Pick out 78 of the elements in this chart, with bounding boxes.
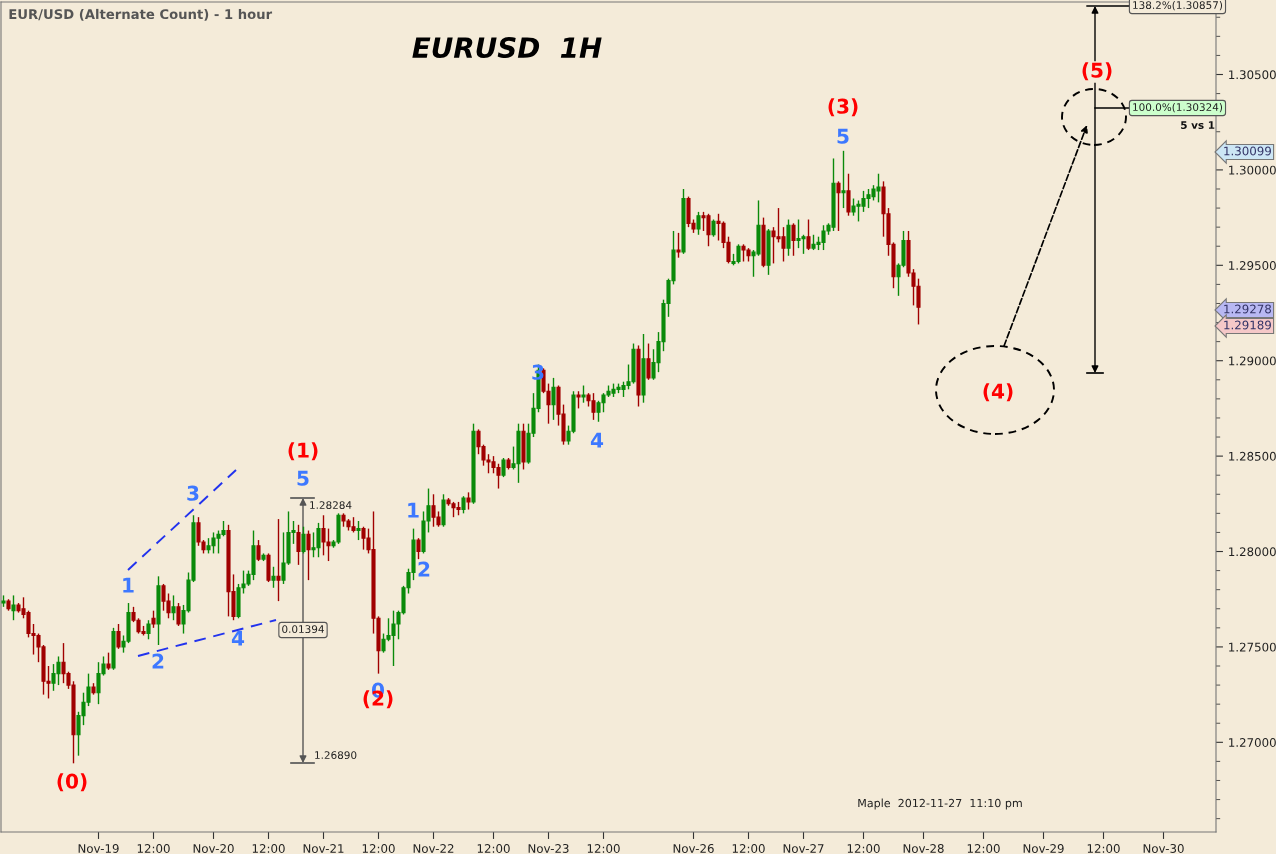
x-tick-label: 12:00 <box>362 844 395 853</box>
x-tick-label: Nov-19 <box>78 844 119 853</box>
candlestick <box>551 377 556 421</box>
annotation: 138.2%(1.30857) <box>1133 0 1223 11</box>
x-tick-label: 12:00 <box>1087 844 1120 853</box>
annotation: 1 <box>123 577 134 593</box>
annotation: 3 <box>532 364 544 380</box>
annotation: Maple 2012-11-27 11:10 pm <box>858 798 1022 810</box>
annotation: 1.28284 <box>310 501 352 510</box>
x-tick-label: Nov-27 <box>783 844 824 853</box>
candlestick <box>276 518 281 602</box>
annotation: 2 <box>418 561 430 577</box>
y-tick-label: 1.27500 <box>1229 642 1276 652</box>
candlestick <box>356 520 361 541</box>
text: 1.30099 <box>1224 146 1271 156</box>
candlestick <box>11 594 16 621</box>
y-tick-label: 1.28000 <box>1229 547 1276 557</box>
annotation: (0) <box>57 773 87 792</box>
text: 1.29189 <box>1224 320 1271 330</box>
x-tick-label: Nov-28 <box>903 844 944 853</box>
candlestick <box>301 526 306 555</box>
y-tick-label: 1.30000 <box>1229 165 1276 175</box>
y-tick-label: 1.28500 <box>1229 451 1276 461</box>
x-tick-label: 12:00 <box>732 844 765 853</box>
x-tick-label: Nov-26 <box>673 844 714 853</box>
annotation: 100.0%(1.30324) <box>1133 102 1223 113</box>
candlestick <box>696 211 701 236</box>
annotation: 2 <box>152 653 164 669</box>
candlestick <box>501 457 506 478</box>
candlestick <box>786 218 791 257</box>
x-tick-label: Nov-29 <box>1023 844 1064 853</box>
x-tick-label: 12:00 <box>587 844 620 853</box>
candlestick <box>176 602 181 627</box>
annotation: 1 <box>408 502 419 518</box>
candlestick <box>146 619 151 640</box>
candlestick <box>271 566 276 589</box>
annotation: (4) <box>983 383 1013 402</box>
annotation: 3 <box>187 485 199 501</box>
candlestick <box>646 342 651 381</box>
annotation: (5) <box>1082 62 1112 81</box>
x-tick-label: Nov-30 <box>1143 844 1184 853</box>
y-tick-label: 1.27000 <box>1229 738 1276 747</box>
candlestick <box>806 218 811 251</box>
x-tick-label: Nov-22 <box>413 844 454 853</box>
annotation: 1.26890 <box>315 751 357 760</box>
candlestick <box>306 529 311 581</box>
x-tick-label: 12:00 <box>252 844 285 853</box>
candlestick <box>116 623 121 650</box>
x-tick-label: Nov-20 <box>193 844 234 853</box>
text: EURUSD 1H <box>412 37 602 59</box>
annotation: (1) <box>288 442 318 461</box>
candlestick <box>256 539 261 562</box>
x-tick-label: 12:00 <box>137 844 170 853</box>
annotation: 5 vs 1 <box>1181 121 1215 130</box>
x-tick-label: 12:00 <box>847 844 880 853</box>
chart-title: EUR/USD (Alternate Count) - 1 hour <box>9 8 273 21</box>
annotation: (3) <box>828 98 858 117</box>
annotation: 5 <box>837 128 849 144</box>
annotation: 5 <box>297 470 309 486</box>
candlestick <box>416 537 421 560</box>
x-tick-label: 12:00 <box>477 844 510 853</box>
candlestick <box>836 180 841 232</box>
candlestick <box>296 524 301 566</box>
candlestick <box>791 222 796 257</box>
x-tick-label: Nov-21 <box>303 844 344 853</box>
text: 1.29278 <box>1224 304 1272 314</box>
y-tick-label: 1.30500 <box>1229 70 1276 80</box>
candlestick <box>846 173 851 217</box>
annotation: 4 <box>590 432 604 448</box>
annotation: 0.01394 <box>282 625 324 634</box>
y-tick-label: 1.29000 <box>1229 356 1276 366</box>
annotation: 4 <box>231 630 245 646</box>
y-tick-label: 1.29500 <box>1229 261 1276 270</box>
candlestick <box>841 150 846 209</box>
candlestick <box>676 232 681 259</box>
x-tick-label: 12:00 <box>967 844 1000 853</box>
x-tick-label: Nov-23 <box>528 844 569 853</box>
candlestick <box>171 594 176 621</box>
